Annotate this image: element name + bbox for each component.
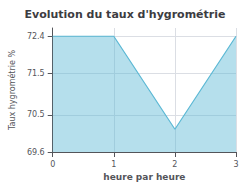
svg-text:3: 3 xyxy=(233,160,238,169)
svg-text:71.5: 71.5 xyxy=(27,69,45,78)
svg-text:0: 0 xyxy=(50,160,55,169)
svg-text:Taux hygrométrie %: Taux hygrométrie % xyxy=(7,50,17,132)
svg-text:70.5: 70.5 xyxy=(27,110,45,119)
svg-text:heure par heure: heure par heure xyxy=(103,172,185,182)
svg-text:1: 1 xyxy=(111,160,116,169)
svg-text:72.4: 72.4 xyxy=(27,32,45,41)
svg-text:Evolution du taux d'hygrométri: Evolution du taux d'hygrométrie xyxy=(25,8,226,21)
svg-text:2: 2 xyxy=(172,160,177,169)
svg-text:69.6: 69.6 xyxy=(27,148,45,157)
